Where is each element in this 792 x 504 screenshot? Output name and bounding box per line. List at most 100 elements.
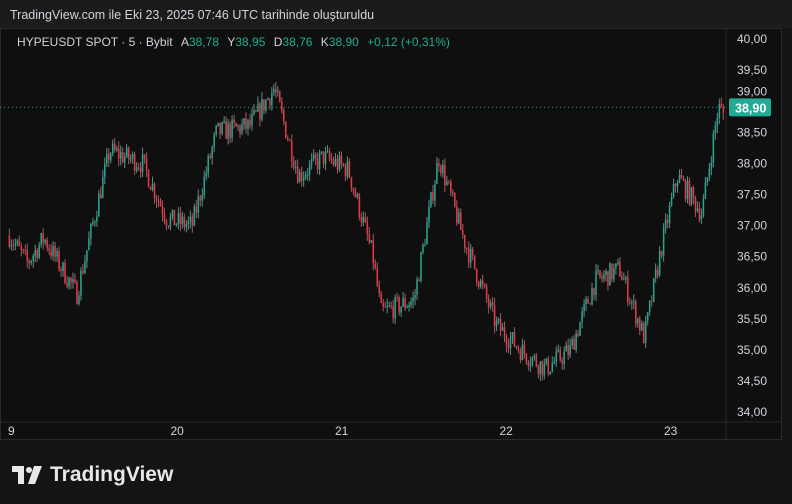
candle-body — [217, 122, 219, 126]
candle-body — [72, 279, 74, 283]
candle-body — [648, 300, 651, 313]
candle-body — [145, 157, 148, 171]
candle-body — [722, 106, 725, 113]
candle-body — [491, 302, 494, 306]
candle-body — [233, 119, 235, 123]
candle-body — [370, 240, 373, 243]
candle-body — [342, 164, 345, 166]
candle-body — [599, 270, 601, 277]
candle-body — [446, 181, 448, 185]
candle-body — [533, 355, 536, 358]
candle-body — [161, 206, 164, 215]
candle-body — [66, 283, 68, 287]
candle-body — [265, 100, 267, 111]
candle-body — [330, 158, 333, 161]
candle-body — [22, 249, 25, 251]
candle-body — [465, 247, 468, 249]
candle-body — [561, 360, 564, 364]
candle-body — [273, 89, 275, 93]
candle-body — [183, 216, 186, 227]
candle-body — [615, 263, 617, 269]
candle-body — [523, 344, 526, 354]
candle-body — [708, 168, 711, 178]
candle-body — [269, 98, 271, 106]
last-price-label: 38,90 — [735, 101, 766, 115]
candle-body — [706, 177, 709, 183]
candle-body — [559, 349, 562, 361]
candle-body — [414, 295, 416, 298]
y-tick-label: 38,50 — [737, 125, 767, 139]
tradingview-logo[interactable]: TradingView — [12, 463, 173, 487]
candle-body — [143, 154, 146, 158]
candle-body — [127, 147, 130, 160]
candle-body — [549, 371, 552, 374]
chart-panel[interactable] — [0, 28, 782, 440]
candle-body — [412, 297, 414, 302]
candle-body — [292, 161, 295, 168]
candle-body — [473, 255, 476, 269]
candle-body — [662, 228, 665, 256]
candle-body — [352, 188, 355, 191]
candle-body — [394, 297, 396, 319]
candle-body — [567, 345, 569, 356]
candle-body — [553, 361, 556, 364]
x-tick-label: 23 — [664, 424, 678, 438]
price-chart[interactable]: 40,00 39,50 39,00 38,50 38,00 37,50 37,00 36,50… — [0, 0, 792, 440]
candle-body — [696, 208, 699, 211]
candle-body — [483, 284, 486, 287]
candle-body — [344, 165, 347, 177]
candle-body — [80, 270, 82, 296]
symbol-name[interactable]: HYPEUSDT SPOT · 5 · Bybit — [17, 35, 173, 49]
y-tick-label: 39,00 — [737, 84, 767, 98]
candle-body — [380, 293, 383, 303]
candle-body — [257, 103, 259, 112]
candle-body — [424, 244, 426, 246]
candle-body — [601, 276, 603, 279]
candle-body — [545, 358, 548, 364]
candle-body — [346, 161, 349, 177]
candle-body — [211, 147, 213, 158]
candle-body — [603, 275, 605, 279]
candle-body — [660, 251, 663, 256]
candle-body — [290, 140, 293, 162]
candle-body — [189, 216, 192, 222]
candle-body — [251, 114, 253, 126]
change-value: +0,12 (+0,31%) — [367, 35, 450, 49]
candle-body — [436, 162, 438, 184]
candle-body — [672, 184, 675, 198]
candle-body — [231, 119, 233, 138]
candle-body — [631, 302, 633, 304]
candle-body — [493, 305, 496, 327]
candle-body — [149, 187, 152, 190]
candle-body — [613, 268, 615, 280]
candle-body — [201, 195, 204, 201]
candle-body — [167, 225, 170, 227]
candle-body — [282, 110, 285, 122]
candle-body — [475, 268, 478, 283]
candle-body — [589, 303, 591, 305]
candle-body — [501, 327, 504, 331]
candle-body — [125, 147, 128, 157]
candle-body — [422, 244, 424, 253]
candle-body — [712, 133, 715, 163]
candle-body — [40, 233, 42, 245]
candle-body — [98, 193, 100, 217]
candle-body — [76, 282, 78, 304]
footer — [0, 440, 792, 504]
candle-body — [348, 161, 351, 178]
candle-body — [229, 123, 231, 138]
candle-body — [674, 184, 677, 187]
candle-body — [607, 271, 609, 286]
candle-body — [499, 318, 502, 331]
candle-body — [245, 118, 247, 129]
candle-body — [64, 262, 66, 284]
candle-body — [86, 250, 88, 262]
candle-body — [636, 318, 639, 324]
candle-body — [543, 363, 546, 376]
candle-body — [175, 223, 178, 226]
candle-body — [388, 305, 390, 307]
candle-body — [275, 89, 277, 93]
low-label: D — [273, 35, 283, 49]
candle-body — [48, 248, 50, 251]
candle-body — [704, 182, 707, 199]
